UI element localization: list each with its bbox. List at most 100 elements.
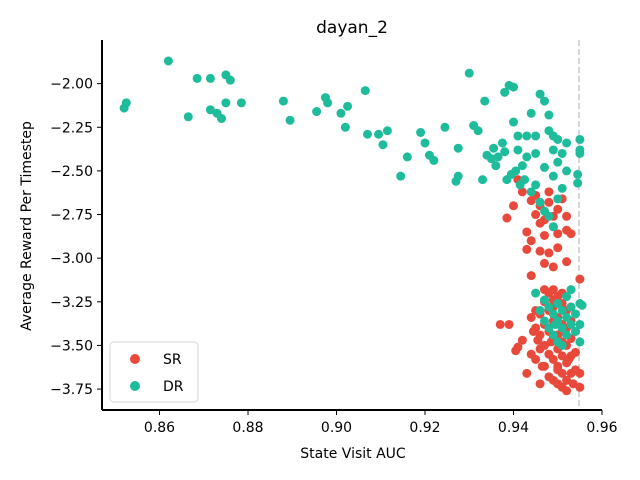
point-sr-35 [517, 335, 527, 345]
y-tick-label: −2.00 [50, 77, 93, 93]
point-dr-102 [557, 306, 567, 316]
point-dr-22 [362, 129, 372, 139]
legend: SR DR [109, 341, 199, 403]
point-sr-57 [548, 354, 558, 364]
point-dr-31 [429, 155, 439, 165]
point-sr-17 [553, 204, 563, 214]
point-sr-43 [535, 379, 545, 389]
point-dr-29 [420, 138, 430, 148]
point-dr-39 [478, 175, 488, 185]
point-sr-88 [535, 344, 545, 354]
y-tick-label: −2.25 [50, 120, 93, 136]
point-dr-35 [453, 143, 463, 153]
y-tick-label: −2.75 [50, 208, 93, 224]
point-dr-107 [566, 319, 576, 329]
point-dr-4 [192, 73, 202, 83]
point-sr-89 [533, 335, 543, 345]
point-sr-100 [528, 326, 538, 336]
point-dr-66 [548, 145, 558, 155]
point-dr-75 [526, 187, 536, 197]
point-sr-96 [537, 361, 547, 371]
point-dr-98 [548, 330, 558, 340]
point-dr-80 [548, 222, 558, 232]
point-dr-59 [531, 131, 541, 141]
point-sr-82 [570, 347, 580, 357]
point-dr-72 [548, 171, 558, 181]
point-dr-105 [562, 330, 572, 340]
point-dr-95 [544, 302, 554, 312]
point-dr-9 [221, 98, 231, 108]
point-dr-90 [506, 169, 516, 179]
point-sr-28 [539, 258, 549, 268]
point-dr-96 [544, 323, 554, 333]
y-tick-label: −2.50 [50, 164, 93, 180]
point-dr-46 [497, 138, 507, 148]
point-sr-0 [502, 213, 512, 223]
point-dr-55 [513, 145, 523, 155]
point-sr-13 [544, 197, 554, 207]
point-sr-97 [546, 337, 556, 347]
y-tick-label: −3.50 [50, 338, 93, 354]
point-dr-76 [531, 180, 541, 190]
point-dr-45 [493, 152, 503, 162]
point-dr-25 [382, 126, 392, 136]
legend-box [109, 341, 199, 403]
point-dr-79 [544, 211, 554, 221]
point-sr-25 [553, 243, 563, 253]
point-dr-97 [548, 309, 558, 319]
point-dr-34 [453, 171, 463, 181]
point-dr-83 [573, 169, 583, 179]
point-dr-91 [531, 288, 541, 298]
point-dr-62 [539, 96, 549, 106]
point-dr-108 [570, 309, 580, 319]
point-dr-70 [562, 138, 572, 148]
point-sr-29 [548, 262, 558, 272]
point-sr-12 [539, 230, 549, 240]
chart-title: dayan_2 [316, 18, 388, 38]
point-dr-113 [575, 337, 585, 347]
point-sr-14 [544, 187, 554, 197]
point-dr-21 [360, 86, 370, 96]
point-sr-24 [544, 248, 554, 258]
point-dr-60 [531, 148, 541, 158]
point-sr-3 [517, 187, 527, 197]
point-dr-3 [183, 112, 193, 122]
point-sr-18 [553, 229, 563, 239]
point-sr-22 [566, 229, 576, 239]
point-dr-99 [553, 299, 563, 309]
x-tick-label: 0.96 [586, 420, 617, 436]
point-sr-33 [504, 319, 514, 329]
point-sr-85 [575, 368, 585, 378]
point-dr-84 [573, 178, 583, 188]
point-sr-40 [531, 354, 541, 364]
point-dr-15 [312, 107, 322, 117]
point-sr-86 [511, 346, 521, 356]
point-dr-69 [557, 148, 567, 158]
point-dr-61 [535, 89, 545, 99]
point-dr-57 [522, 152, 532, 162]
point-dr-51 [509, 82, 519, 92]
point-dr-19 [340, 122, 350, 132]
point-dr-12 [236, 98, 246, 108]
point-dr-54 [517, 161, 527, 171]
point-sr-36 [522, 368, 532, 378]
point-dr-6 [205, 105, 215, 115]
point-dr-115 [566, 285, 576, 295]
point-sr-68 [557, 351, 567, 361]
point-sr-98 [564, 354, 574, 364]
point-sr-76 [562, 386, 572, 396]
point-dr-14 [285, 115, 295, 125]
legend-label-dr: DR [163, 379, 184, 395]
point-sr-26 [522, 244, 532, 254]
point-dr-82 [557, 183, 567, 193]
point-sr-75 [562, 375, 572, 385]
point-sr-7 [531, 210, 541, 220]
point-dr-94 [539, 316, 549, 326]
point-sr-87 [526, 313, 536, 322]
point-dr-1 [121, 98, 131, 108]
point-dr-87 [575, 148, 585, 158]
point-dr-8 [216, 114, 226, 124]
point-sr-20 [562, 211, 572, 221]
point-dr-92 [535, 306, 545, 316]
point-dr-89 [515, 180, 525, 190]
